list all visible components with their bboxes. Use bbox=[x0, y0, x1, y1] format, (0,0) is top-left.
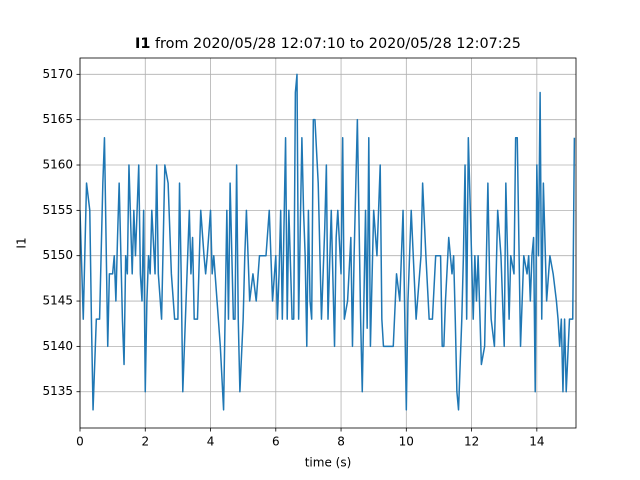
plot-frame bbox=[79, 57, 577, 429]
title-text: from 2020/05/28 12:07:10 to 2020/05/28 1… bbox=[155, 36, 521, 52]
x-tick-label: 14 bbox=[529, 435, 544, 449]
y-tick-label: 5140 bbox=[42, 339, 73, 353]
y-tick-label: 5145 bbox=[42, 294, 73, 308]
y-tick-label: 5165 bbox=[42, 112, 73, 126]
title-series: I1 bbox=[135, 36, 150, 52]
data-line bbox=[80, 73, 576, 411]
x-tick-label: 6 bbox=[272, 435, 280, 449]
chart-title: I1 from 2020/05/28 12:07:10 to 2020/05/2… bbox=[135, 36, 521, 52]
y-tick-label: 5170 bbox=[42, 67, 73, 81]
x-tick-label: 8 bbox=[337, 435, 345, 449]
x-tick-label: 12 bbox=[464, 435, 479, 449]
x-tick-label: 2 bbox=[141, 435, 149, 449]
x-tick-label: 4 bbox=[207, 435, 215, 449]
y-tick-label: 5135 bbox=[42, 384, 73, 398]
y-tick-label: 5150 bbox=[42, 248, 73, 262]
x-tick-label: 0 bbox=[76, 435, 84, 449]
y-tick-label: 5155 bbox=[42, 203, 73, 217]
x-tick-label: 10 bbox=[399, 435, 414, 449]
x-axis-label: time (s) bbox=[305, 456, 352, 470]
y-tick-label: 5160 bbox=[42, 158, 73, 172]
y-axis-label: I1 bbox=[15, 237, 29, 248]
